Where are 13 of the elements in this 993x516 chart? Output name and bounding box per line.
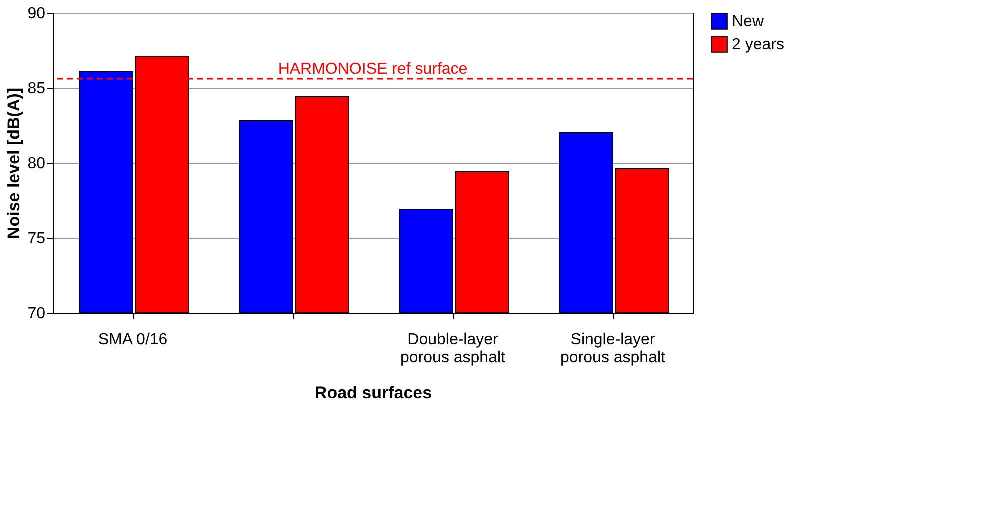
y-tick-label: 75 [28,230,46,248]
legend-label: 2 years [732,36,784,54]
x-axis-title: Road surfaces [314,384,432,402]
x-tick-label: Double-layer porous asphalt [400,332,506,366]
y-tick-label: 85 [28,80,46,98]
x-tick-label: Single-layer porous asphalt [560,332,666,366]
y-axis-title: Noise level [dB(A)] [4,88,24,240]
ref-line-label: HARMONOISE ref surface [278,61,468,78]
y-tick-label: 90 [28,6,46,22]
legend-label: New [732,14,764,30]
y-tick-label: 70 [28,306,46,322]
x-tick-label: SMA 0/16 [98,332,168,348]
y-tick-label: 80 [28,156,46,172]
